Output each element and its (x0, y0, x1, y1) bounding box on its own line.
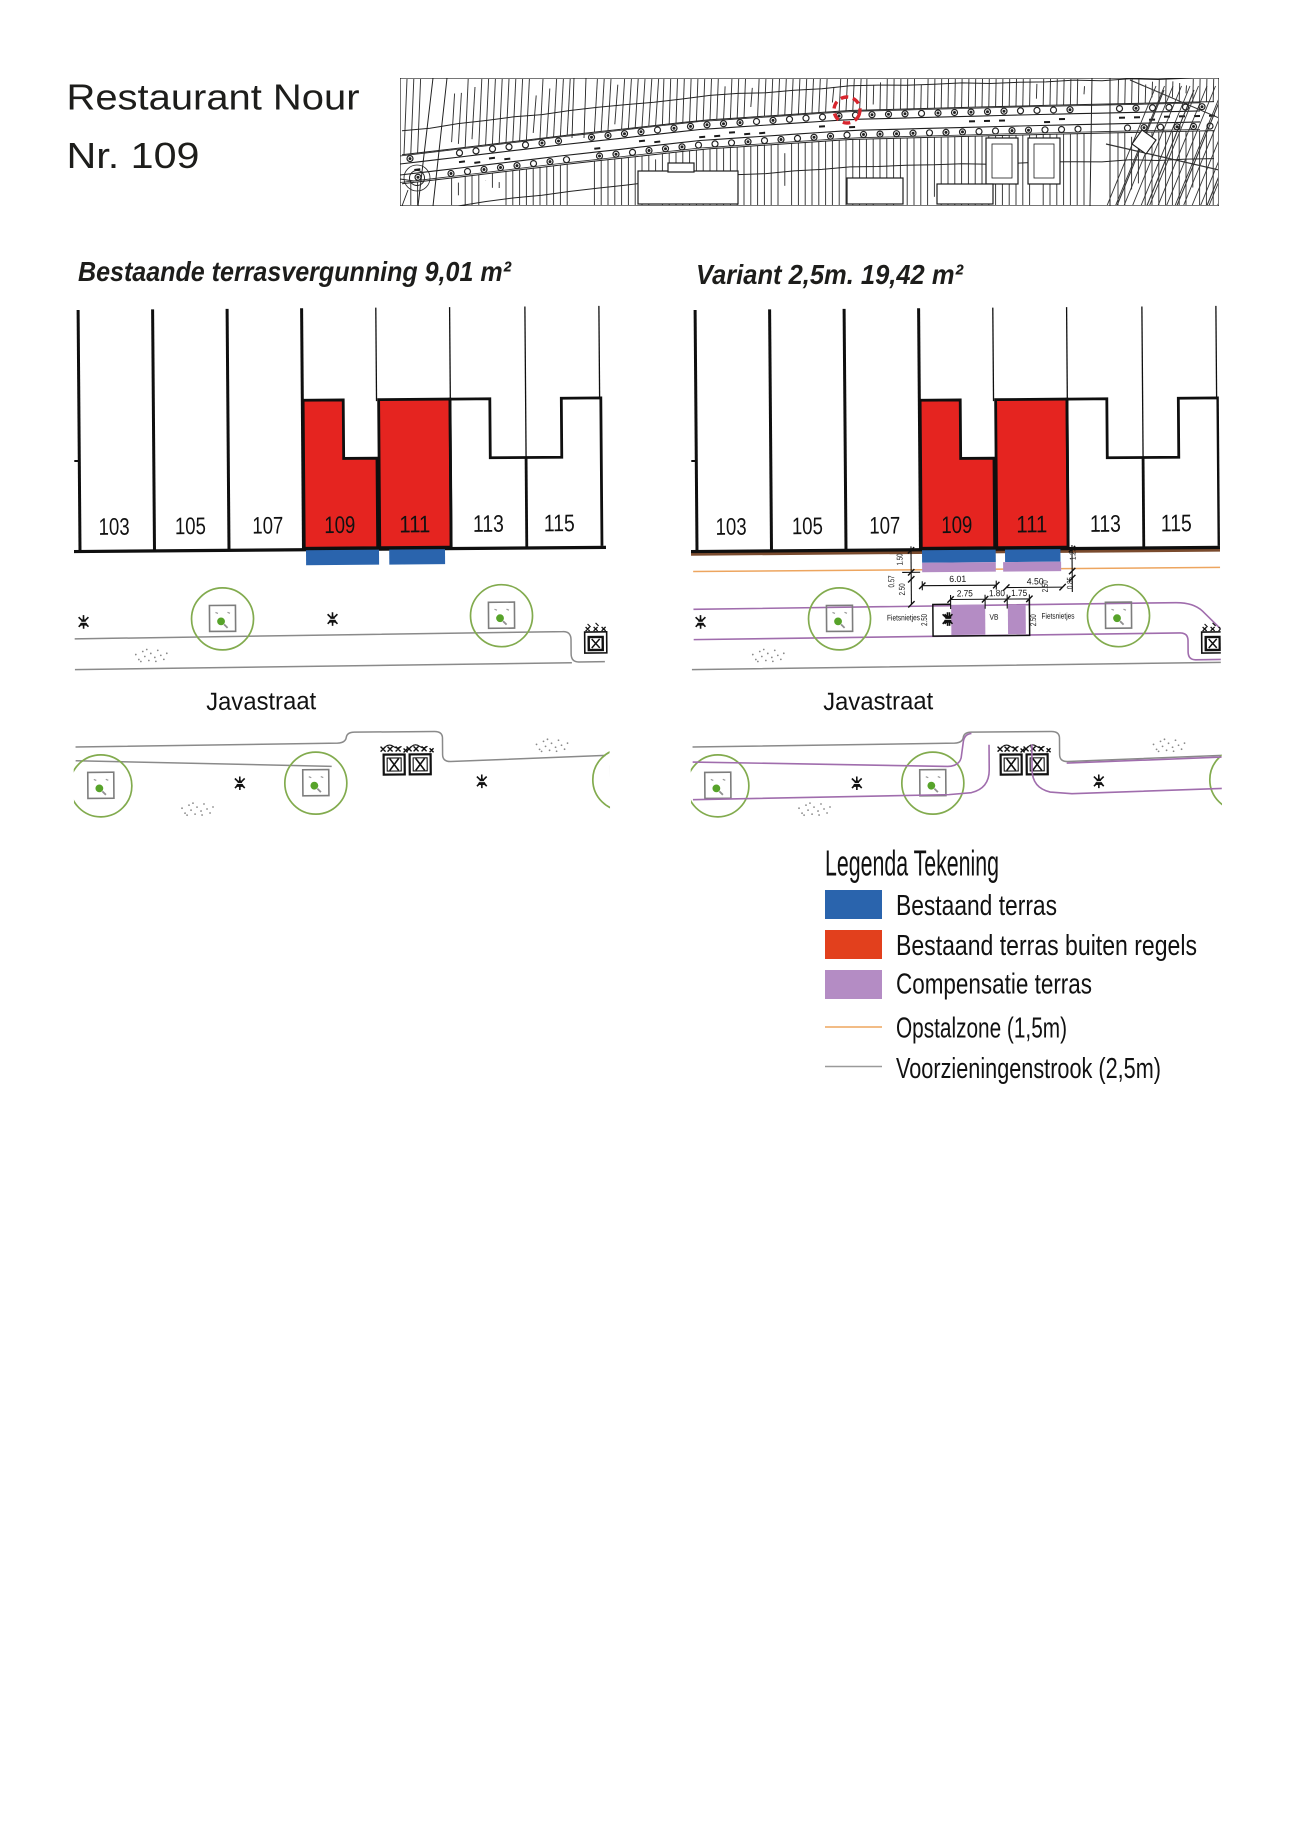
svg-text:1.80: 1.80 (989, 588, 1005, 598)
svg-text:Nr. 109: Nr. 109 (67, 135, 200, 176)
svg-text:Bestaande terrasvergunning 9,0: Bestaande terrasvergunning 9,01 m² (78, 256, 512, 287)
svg-text:Fietsnietjes: Fietsnietjes (887, 613, 920, 622)
svg-text:Bestaand terras: Bestaand terras (896, 890, 1057, 922)
svg-text:Restaurant Nour: Restaurant Nour (67, 77, 360, 118)
svg-text:2.50: 2.50 (897, 583, 907, 595)
svg-text:6.01: 6.01 (949, 574, 966, 584)
svg-text:0.57: 0.57 (886, 575, 896, 587)
svg-text:Compensatie terras: Compensatie terras (896, 969, 1092, 1001)
svg-text:1.75: 1.75 (1011, 588, 1027, 598)
svg-text:0.85: 0.85 (1065, 577, 1075, 589)
svg-text:Legenda Tekening: Legenda Tekening (825, 843, 999, 884)
svg-text:2.75: 2.75 (957, 588, 973, 598)
svg-text:Opstalzone (1,5m): Opstalzone (1,5m) (896, 1013, 1067, 1045)
svg-text:4.50: 4.50 (1027, 576, 1044, 586)
svg-text:1.50: 1.50 (895, 553, 905, 565)
svg-text:2.50: 2.50 (1028, 614, 1038, 626)
svg-text:Variant 2,5m. 19,42 m²: Variant 2,5m. 19,42 m² (696, 259, 964, 290)
svg-text:1.25: 1.25 (1067, 548, 1077, 560)
svg-text:Voorzieningenstrook (2,5m): Voorzieningenstrook (2,5m) (896, 1053, 1161, 1085)
svg-text:VB: VB (989, 613, 998, 622)
svg-text:Fietsnietjes: Fietsnietjes (1041, 612, 1074, 621)
svg-text:2.50: 2.50 (919, 614, 929, 626)
svg-text:Bestaand terras buiten regels: Bestaand terras buiten regels (896, 930, 1197, 962)
